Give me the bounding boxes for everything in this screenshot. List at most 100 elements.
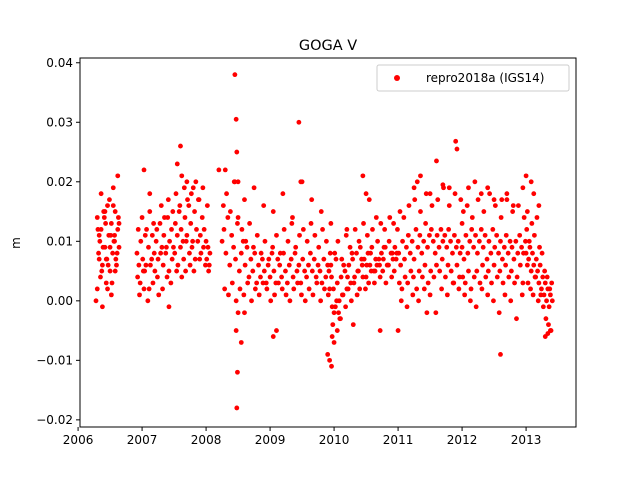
data-point (233, 298, 239, 304)
data-point (354, 292, 360, 298)
data-point (151, 221, 157, 226)
data-point (411, 274, 416, 280)
data-point (334, 328, 340, 333)
data-point (369, 244, 375, 250)
legend-marker (394, 75, 400, 81)
data-point (508, 268, 514, 274)
data-point (508, 298, 514, 304)
data-point (317, 268, 323, 274)
data-point (524, 227, 530, 232)
data-point (274, 328, 279, 333)
data-point (423, 191, 429, 197)
data-point (527, 244, 533, 250)
data-point (491, 197, 497, 203)
x-tick-label: 2011 (383, 433, 414, 447)
data-point (103, 221, 108, 226)
data-point (267, 274, 273, 280)
data-point (438, 227, 444, 232)
data-point (417, 232, 423, 238)
data-point (338, 316, 343, 322)
data-point (116, 244, 122, 250)
data-point (535, 268, 540, 274)
data-point (318, 209, 324, 214)
data-point (318, 298, 324, 304)
data-point (219, 238, 225, 244)
data-point (331, 340, 337, 345)
data-point (141, 286, 147, 292)
data-point (196, 197, 202, 203)
data-point (203, 238, 209, 244)
data-point (539, 250, 545, 256)
data-point (537, 244, 542, 250)
data-point (480, 262, 485, 268)
data-point (182, 215, 188, 220)
data-point (517, 262, 523, 268)
data-point (546, 304, 552, 310)
data-point (186, 203, 192, 209)
data-point (549, 280, 555, 286)
x-tick-label: 2007 (127, 433, 158, 447)
data-point (222, 286, 228, 292)
data-point (416, 298, 421, 304)
data-point (270, 334, 276, 339)
data-point (511, 256, 517, 262)
y-tick-label: 0.02 (46, 175, 73, 189)
data-point (468, 298, 473, 304)
data-point (523, 250, 529, 256)
data-point (256, 262, 261, 268)
data-point (372, 268, 378, 274)
data-point (489, 280, 494, 286)
data-point (434, 232, 440, 238)
data-point (475, 197, 481, 203)
data-point (392, 244, 398, 250)
data-point (101, 215, 107, 220)
data-point (172, 250, 178, 256)
data-point (277, 250, 283, 256)
data-point (479, 286, 485, 292)
data-point (510, 203, 516, 209)
data-point (468, 286, 474, 292)
data-point (274, 232, 279, 238)
data-point (530, 292, 536, 298)
data-point (504, 197, 510, 203)
data-point (146, 286, 152, 292)
data-point (221, 227, 227, 232)
data-point (364, 262, 370, 268)
data-point (395, 328, 401, 333)
data-point (321, 256, 327, 262)
data-point (138, 238, 144, 244)
data-point (338, 274, 344, 280)
data-point (308, 250, 313, 256)
data-point (354, 250, 359, 256)
data-point (372, 280, 377, 286)
data-point (272, 292, 277, 298)
data-point (413, 227, 419, 232)
data-point (476, 238, 482, 244)
y-tick-label: 0.03 (46, 115, 73, 129)
data-point (452, 191, 458, 197)
data-point (194, 227, 199, 232)
data-point (542, 280, 548, 286)
data-point (299, 292, 304, 298)
data-point (350, 322, 356, 328)
data-point (181, 185, 187, 191)
data-point (137, 280, 143, 286)
data-point (329, 334, 335, 339)
data-point (538, 292, 544, 298)
data-point (269, 250, 275, 256)
data-point (188, 191, 194, 197)
data-point (332, 250, 338, 256)
data-point (517, 232, 523, 238)
data-point (245, 280, 251, 286)
data-point (424, 310, 430, 316)
data-point (482, 232, 488, 238)
data-point (159, 244, 165, 250)
data-point (178, 244, 183, 250)
data-point (241, 292, 247, 298)
data-point (112, 268, 118, 274)
data-point (535, 298, 541, 304)
data-point (100, 262, 105, 268)
data-point (171, 244, 176, 250)
data-point (236, 268, 242, 274)
